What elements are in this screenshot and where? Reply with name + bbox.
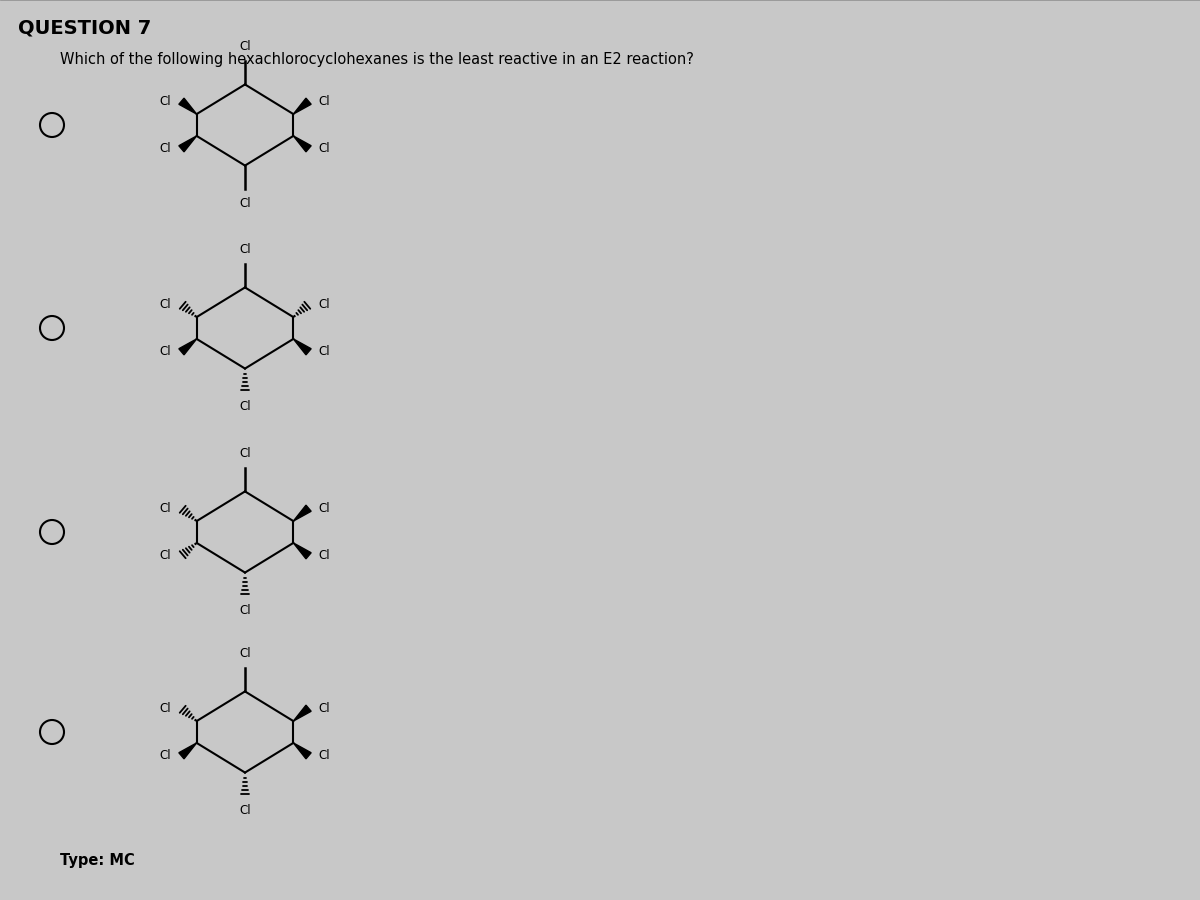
Text: Cl: Cl [160,702,172,715]
Polygon shape [293,339,311,355]
Text: Cl: Cl [160,94,172,108]
Text: Cl: Cl [160,501,172,515]
Text: Cl: Cl [239,40,251,53]
Text: Cl: Cl [160,346,172,358]
Text: Cl: Cl [239,804,251,817]
Text: Cl: Cl [160,142,172,156]
Text: Cl: Cl [239,647,251,660]
Text: Cl: Cl [318,549,330,562]
Text: Type: MC: Type: MC [60,853,134,868]
Text: Cl: Cl [318,346,330,358]
Polygon shape [293,505,311,521]
Text: Cl: Cl [318,501,330,515]
Text: Cl: Cl [318,142,330,156]
Polygon shape [179,136,197,152]
Text: Cl: Cl [239,243,251,256]
Polygon shape [293,742,311,759]
Polygon shape [179,98,197,114]
Polygon shape [293,136,311,152]
Text: Cl: Cl [318,702,330,715]
Text: Cl: Cl [160,298,172,310]
Text: Cl: Cl [318,94,330,108]
Text: Cl: Cl [239,197,251,210]
Text: Cl: Cl [318,298,330,310]
Text: Which of the following hexachlorocyclohexanes is the least reactive in an E2 rea: Which of the following hexachlorocyclohe… [60,52,694,67]
Polygon shape [179,339,197,355]
Text: Cl: Cl [239,400,251,413]
Text: QUESTION 7: QUESTION 7 [18,18,151,37]
Text: Cl: Cl [239,447,251,460]
Text: Cl: Cl [239,604,251,617]
Text: Cl: Cl [160,549,172,562]
Polygon shape [293,543,311,559]
Polygon shape [293,98,311,114]
Text: Cl: Cl [318,750,330,762]
Text: Cl: Cl [160,750,172,762]
Polygon shape [293,706,311,721]
Polygon shape [179,742,197,759]
